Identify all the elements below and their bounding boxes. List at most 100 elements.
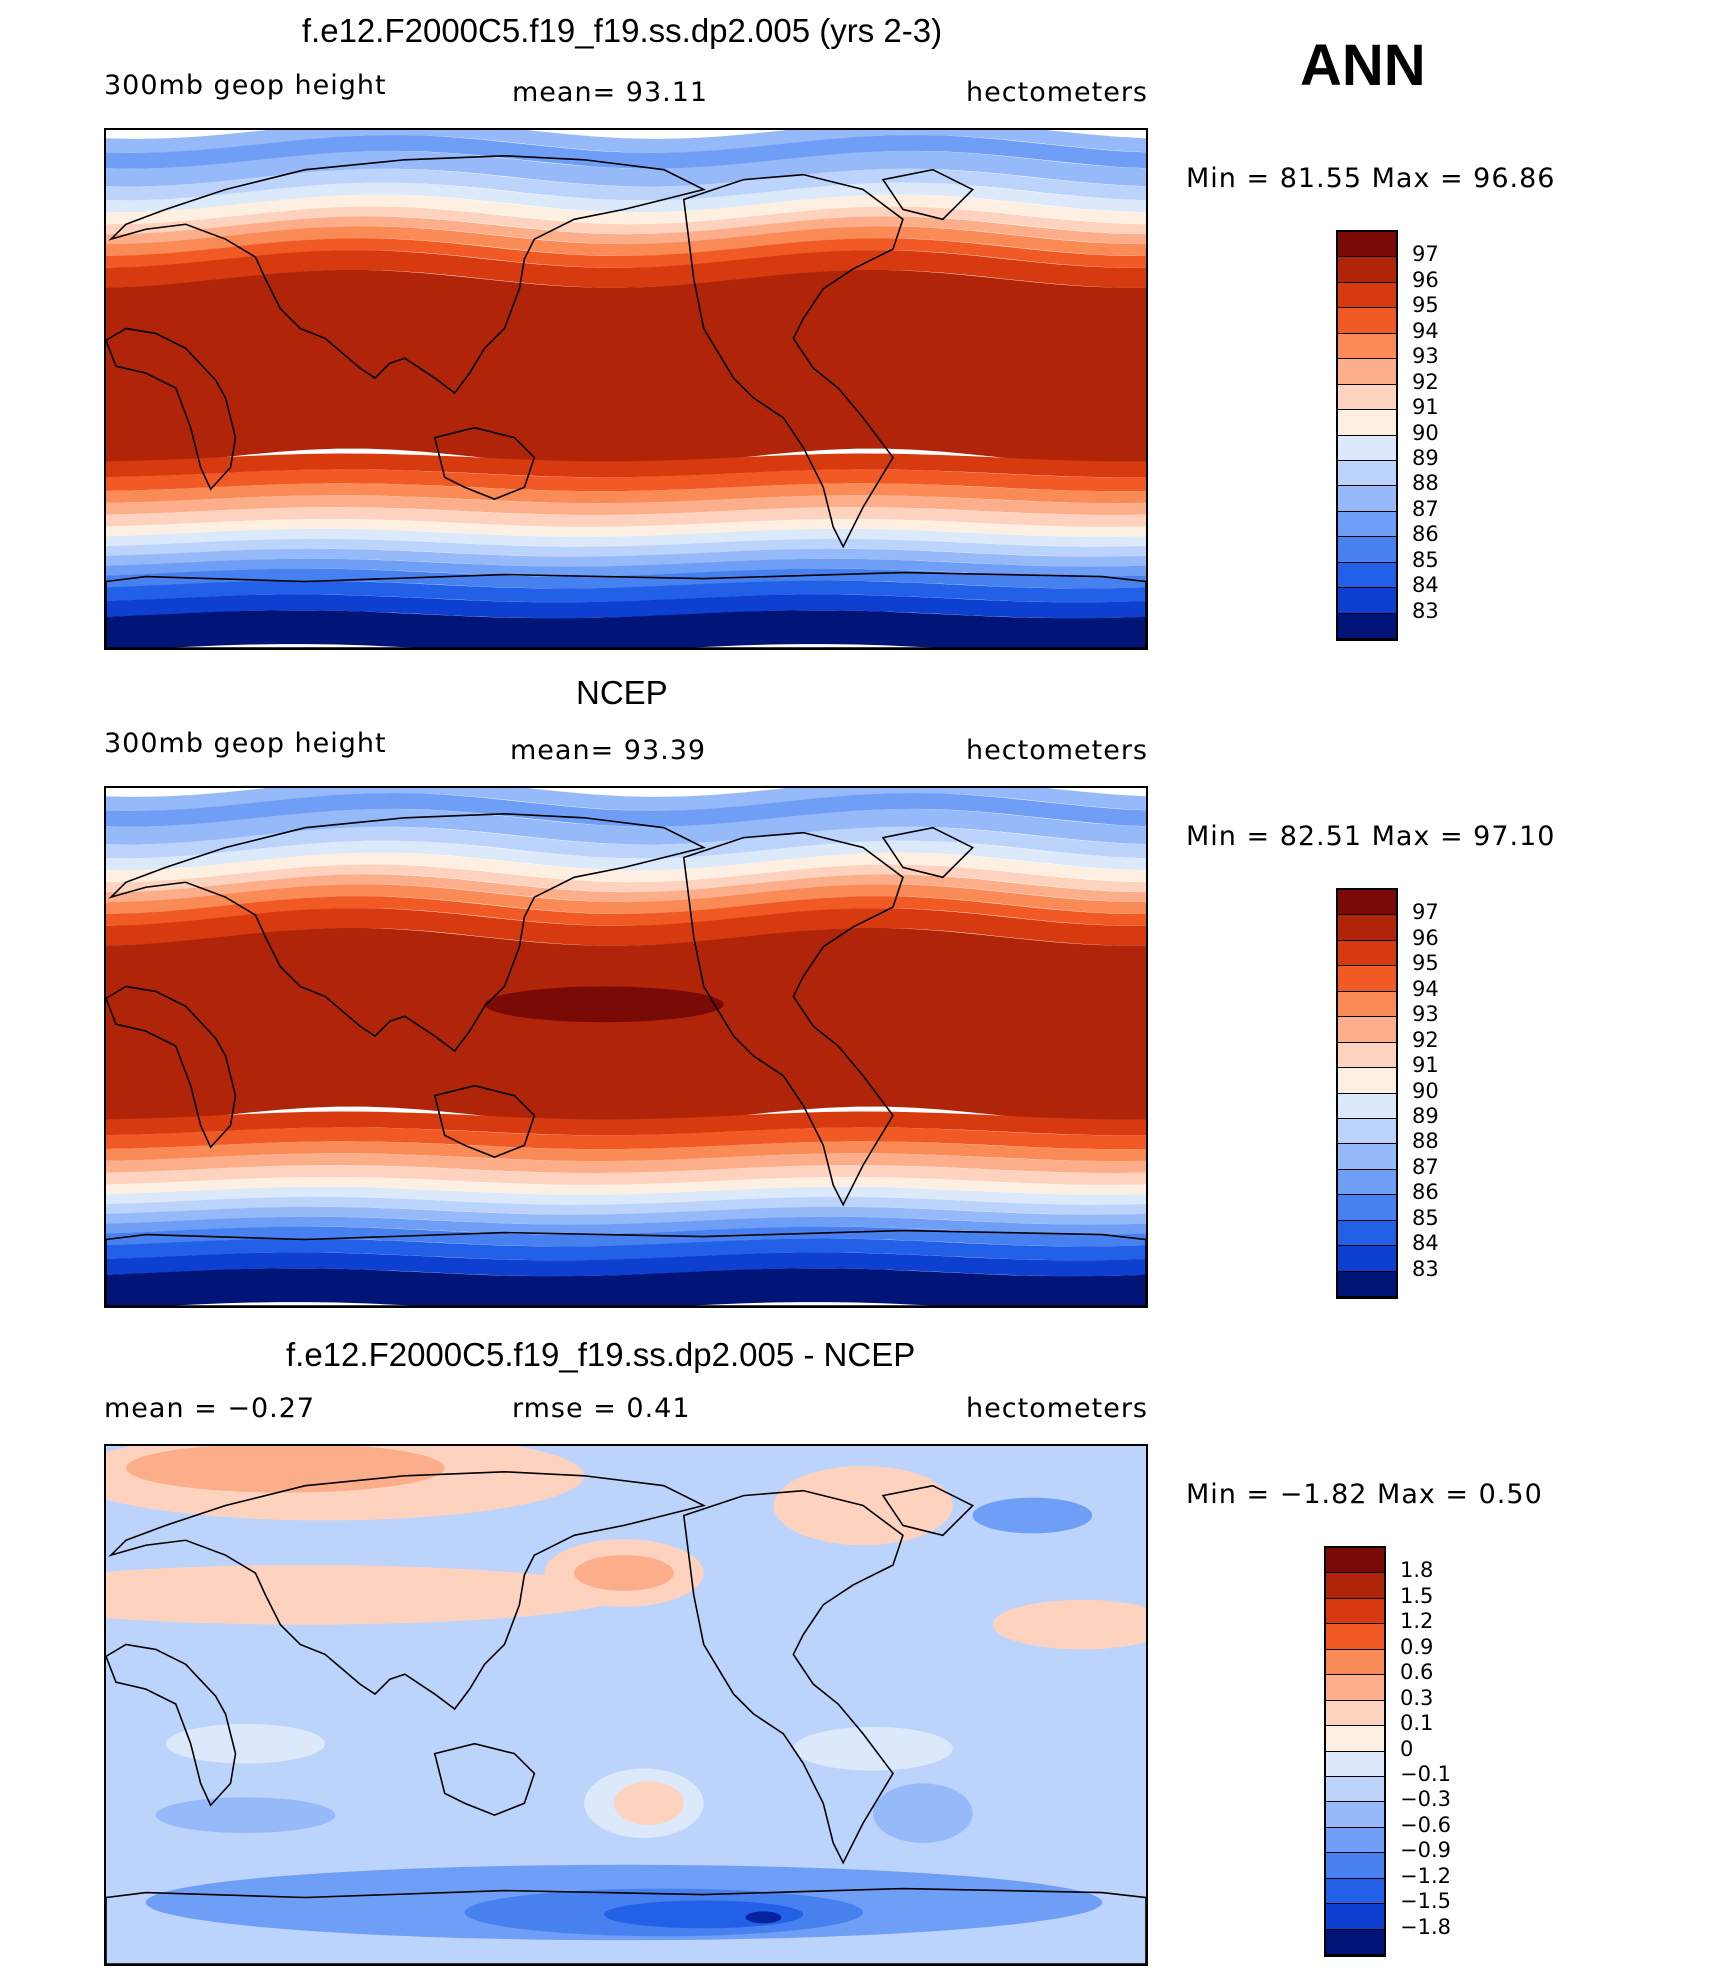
contour-band — [106, 1206, 1146, 1225]
coastline — [106, 571, 1146, 648]
colorbar-swatch — [1338, 511, 1396, 538]
contour-band — [155, 1797, 336, 1834]
colorbar-swatch — [1338, 915, 1396, 941]
map-panel-model — [104, 128, 1148, 650]
coastline — [433, 426, 536, 501]
colorbar-swatch — [1326, 1675, 1384, 1701]
coastlines-model — [106, 155, 1146, 648]
colorbar-diff — [1324, 1546, 1386, 1957]
contour-band — [106, 1187, 1146, 1205]
contour-band — [106, 194, 1146, 225]
colorbar-swatch — [1326, 1802, 1384, 1828]
contour-bands-model — [106, 130, 1146, 648]
colorbar-tick-label: 83 — [1412, 1256, 1439, 1281]
coastline — [106, 1887, 1146, 1964]
colorbar-swatch — [1338, 1195, 1396, 1221]
contour-band — [972, 1497, 1093, 1534]
contour-band — [106, 928, 1146, 1125]
colorbar-swatch — [1338, 460, 1396, 487]
coastline — [881, 168, 975, 221]
colorbar-swatch — [1338, 232, 1396, 258]
colorbar-tick-label: −0.6 — [1400, 1812, 1451, 1837]
contour-band — [106, 594, 1146, 619]
contour-band — [106, 495, 1146, 516]
colorbar-swatch — [1338, 282, 1396, 309]
contour-band — [106, 1165, 1146, 1185]
coastline — [106, 1229, 1146, 1306]
colorbar-tick-label: 86 — [1412, 1180, 1439, 1205]
panel-rmse-label-diff: rmse = 0.41 — [512, 1393, 691, 1424]
contour-band — [106, 216, 1146, 245]
colorbar-swatch — [1338, 1118, 1396, 1145]
colorbar-swatch — [1338, 1042, 1396, 1069]
coastline — [108, 813, 706, 1053]
colorbar-tick-label: 89 — [1412, 445, 1439, 470]
colorbar-swatch — [1326, 1700, 1384, 1727]
coastline — [881, 1484, 975, 1537]
contour-band — [793, 1726, 953, 1771]
colorbar-tick-label: 0.9 — [1400, 1634, 1434, 1659]
coastline — [433, 1084, 536, 1159]
panel-title-model: f.e12.F2000C5.f19_f19.ss.dp2.005 (yrs 2-… — [301, 12, 943, 49]
coastline — [108, 155, 706, 395]
colorbar-swatch — [1338, 588, 1396, 614]
colorbar-tick-label: −0.3 — [1400, 1787, 1451, 1812]
contour-band — [106, 1176, 1146, 1195]
colorbar-swatch — [1326, 1827, 1384, 1854]
colorbar-swatch — [1338, 1093, 1396, 1119]
contour-band — [106, 1565, 624, 1625]
contour-band — [106, 840, 1146, 871]
colorbar-tick-label: −1.2 — [1400, 1863, 1451, 1888]
colorbar-tick-label: −0.9 — [1400, 1838, 1451, 1863]
coastline — [108, 1471, 706, 1711]
colorbar-swatch — [1338, 1246, 1396, 1272]
colorbar-swatch — [1338, 1017, 1396, 1043]
coastline — [682, 173, 904, 549]
colorbar-swatch — [1338, 1144, 1396, 1170]
colorbar-tick-label: −1.5 — [1400, 1889, 1451, 1914]
colorbar-tick-label: 85 — [1412, 547, 1439, 572]
colorbar-swatch — [1326, 1904, 1384, 1930]
colorbar-swatch — [1326, 1649, 1384, 1676]
colorbar-swatch — [1338, 486, 1396, 512]
colorbar-swatch — [1326, 1548, 1384, 1574]
coastlines-diff — [106, 1471, 1146, 1964]
coastline — [433, 1742, 536, 1817]
colorbar-swatch — [1338, 410, 1396, 436]
colorbar-tick-label: 0.1 — [1400, 1711, 1434, 1736]
colorbar-swatch — [1338, 890, 1396, 916]
contour-band — [484, 986, 724, 1023]
colorbar-tick-label: 94 — [1412, 976, 1439, 1001]
contour-band — [106, 250, 1146, 288]
colorbar-tick-label: 1.8 — [1400, 1558, 1434, 1583]
colorbar-tick-label: 95 — [1412, 293, 1439, 318]
contour-band — [106, 896, 1146, 926]
contour-band — [106, 864, 1146, 893]
colorbar-tick-label: 1.5 — [1400, 1583, 1434, 1608]
contour-band — [106, 1127, 1146, 1150]
contour-band — [614, 1781, 684, 1826]
contour-band — [106, 874, 1146, 903]
colorbar-tick-label: 84 — [1412, 573, 1439, 598]
panel-title-obs: NCEP — [576, 674, 668, 711]
contour-bands-obs — [106, 788, 1146, 1306]
colorbar-tick-label: 89 — [1412, 1103, 1439, 1128]
coastline — [106, 327, 237, 491]
colorbar-tick-label: −1.8 — [1400, 1914, 1451, 1939]
contour-band — [106, 1268, 1146, 1306]
panel-left-label-obs: 300mb geop height — [104, 728, 387, 759]
map-panel-obs — [104, 786, 1148, 1308]
contour-band — [106, 1238, 1146, 1261]
contour-band — [106, 270, 1146, 467]
colorbar-swatch — [1338, 562, 1396, 589]
coastline — [881, 826, 975, 879]
colorbar-tick-label: 97 — [1412, 242, 1439, 267]
map-svg-diff — [106, 1446, 1146, 1964]
contour-band — [106, 1196, 1146, 1215]
contour-band — [165, 1723, 326, 1764]
contour-band — [745, 1911, 782, 1924]
colorbar-obs — [1336, 888, 1398, 1299]
colorbar-swatch — [1338, 1068, 1396, 1094]
colorbar-tick-label: 94 — [1412, 318, 1439, 343]
colorbar-swatch — [1338, 537, 1396, 563]
